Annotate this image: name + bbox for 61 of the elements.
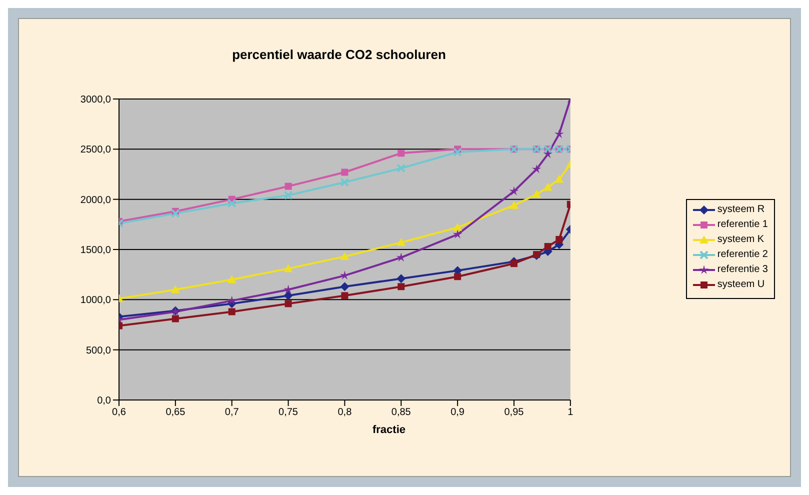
point (398, 150, 405, 157)
point (556, 236, 563, 243)
point (170, 208, 180, 218)
point (532, 190, 542, 198)
point (340, 252, 350, 260)
point (454, 273, 462, 280)
point (396, 164, 406, 173)
x-tick-label: 1 (568, 407, 574, 418)
point (396, 238, 406, 246)
point (453, 148, 462, 157)
y-tick-label: 500,0 (86, 345, 112, 356)
point (554, 129, 564, 138)
x-tick-label: 0,7 (224, 407, 240, 418)
point (170, 285, 180, 294)
point (340, 178, 350, 187)
point (227, 198, 236, 208)
y-tick-label: 2500,0 (80, 144, 112, 156)
y-tick-label: 0,0 (97, 396, 112, 407)
x-tick-label: 0,6 (112, 407, 126, 418)
legend-label: referentie 1 (717, 219, 768, 230)
point (341, 292, 348, 300)
chart-title: percentiel waarde CO2 schooluren (231, 47, 447, 62)
y-tick-label: 3000,0 (80, 94, 112, 106)
point (172, 315, 179, 322)
point (284, 291, 293, 300)
legend-label: referentie 2 (717, 249, 768, 260)
point (509, 186, 519, 196)
point (510, 260, 518, 268)
point (509, 200, 518, 209)
y-tick-label: 1000,0 (80, 295, 112, 306)
point (554, 174, 564, 183)
x-tick-label: 0,85 (391, 407, 412, 418)
legend-label: systeem R (717, 204, 765, 215)
point (284, 190, 293, 200)
x-tick-label: 0,65 (166, 407, 186, 418)
point (398, 283, 405, 290)
point (340, 282, 350, 292)
point (228, 308, 236, 316)
x-tick-label: 0,8 (338, 407, 352, 418)
point (396, 274, 406, 284)
point (284, 264, 293, 272)
point (453, 222, 462, 231)
y-tick-label: 2000,0 (80, 194, 112, 206)
point (227, 275, 236, 284)
x-axis-title: fractie (371, 424, 407, 436)
point (452, 229, 462, 238)
point (284, 300, 292, 308)
point (544, 242, 552, 250)
y-tick-label: 1500,0 (80, 245, 112, 256)
point (227, 296, 237, 305)
x-tick-label: 0,75 (278, 407, 298, 418)
point (532, 164, 542, 174)
point (341, 168, 348, 176)
x-tick-label: 0,95 (504, 407, 524, 418)
legend-label: referentie 3 (717, 264, 768, 275)
legend-label: systeem K (717, 234, 764, 245)
point (543, 149, 553, 158)
x-tick-label: 0,9 (450, 407, 465, 418)
point (284, 182, 292, 190)
legend-label: systeem U (717, 279, 765, 290)
point (543, 182, 552, 191)
